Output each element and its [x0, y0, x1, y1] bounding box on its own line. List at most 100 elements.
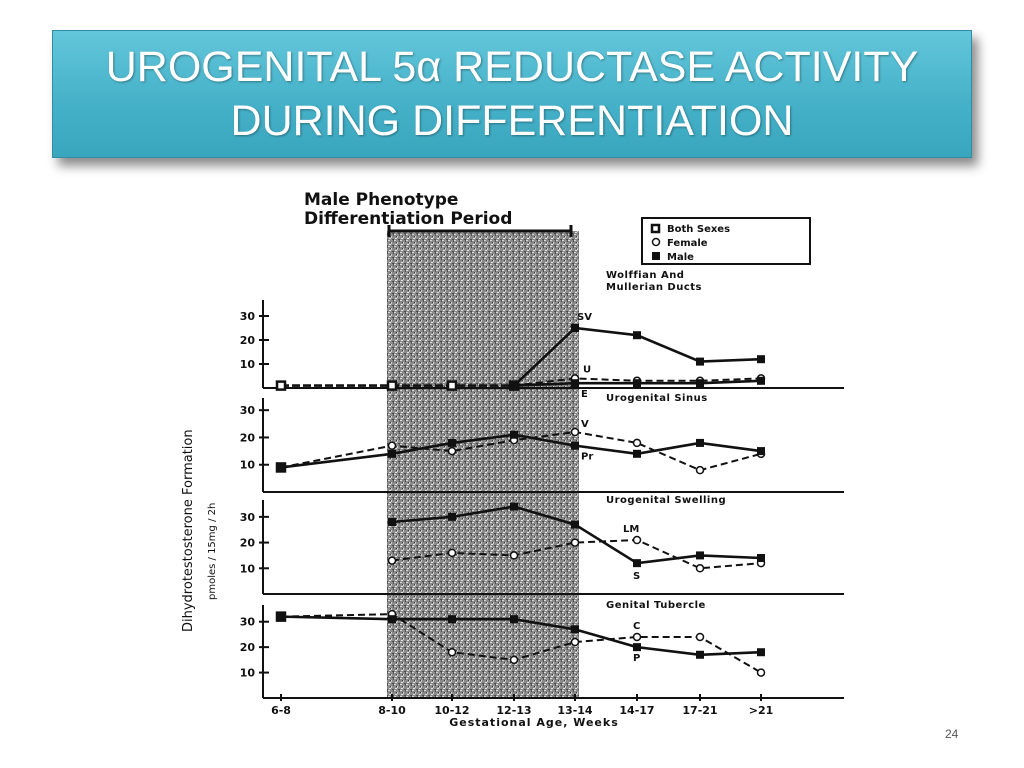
data-point [277, 463, 285, 472]
data-point [633, 643, 641, 652]
x-tick-label: 12-13 [496, 704, 531, 717]
series-line [280, 430, 762, 472]
series-male-S: S [388, 502, 765, 582]
series-label: Pr [581, 452, 593, 463]
series-label: C [633, 621, 640, 632]
series-male-Pr: Pr [277, 430, 765, 472]
x-tick-label: 10-12 [434, 704, 469, 717]
data-point [510, 502, 518, 511]
chart-header-line1: Male Phenotype [304, 190, 458, 210]
data-point [757, 376, 765, 385]
y-axis-label-line2: pmoles / 15mg / 2h [207, 503, 218, 600]
data-point [633, 331, 641, 340]
y-tick-label: 10 [240, 667, 256, 680]
differentiation-period-shading [387, 231, 579, 697]
y-tick-label: 20 [240, 537, 256, 550]
data-point [632, 535, 642, 545]
series-label: LM [623, 524, 639, 535]
y-tick-label: 30 [240, 310, 256, 323]
data-point [388, 615, 396, 624]
series-label: U [583, 364, 591, 375]
data-point [570, 427, 580, 437]
data-point [447, 647, 457, 657]
slide-title: UROGENITAL 5α REDUCTASE ACTIVITY DURING … [106, 40, 919, 148]
slide-title-box: UROGENITAL 5α REDUCTASE ACTIVITY DURING … [52, 30, 972, 158]
legend: Both Sexes Female Male [641, 217, 811, 265]
data-point [277, 612, 285, 621]
data-point [696, 551, 704, 560]
data-point [571, 324, 579, 332]
series-line [280, 615, 762, 657]
y-tick-label: 30 [240, 511, 256, 524]
data-point [275, 380, 287, 391]
panel-4: 10 20 30 Genital Tubercle C P [240, 600, 844, 699]
data-point [387, 556, 397, 565]
data-point [695, 632, 705, 642]
x-tick-label: 17-21 [682, 704, 717, 717]
y-tick-label: 10 [240, 562, 256, 575]
y-tick-label: 30 [240, 404, 256, 417]
data-point [570, 538, 580, 547]
data-point [633, 449, 641, 458]
data-point [509, 655, 519, 665]
series-label: E [581, 389, 588, 400]
data-point [633, 559, 641, 568]
data-point [571, 441, 579, 450]
data-point [570, 637, 580, 647]
data-point [632, 632, 642, 642]
panel-title: Urogenital Sinus [606, 393, 708, 404]
series-label: V [581, 419, 589, 430]
x-tick-label: 13-14 [557, 704, 593, 717]
panel-title: Urogenital Swelling [606, 495, 726, 506]
data-point [447, 446, 457, 456]
y-tick-label: 10 [240, 358, 256, 371]
data-point [696, 650, 704, 659]
x-tick-label: >21 [749, 704, 774, 717]
series-male-E: E [510, 376, 765, 400]
chart-header-line2: Differentiation Period [304, 209, 512, 229]
legend-label-male: Male [667, 252, 694, 263]
data-point [632, 438, 642, 448]
legend-label-female: Female [667, 238, 708, 249]
data-point [510, 381, 518, 390]
legend-marker-female-icon [651, 237, 661, 247]
y-tick-label: 20 [240, 334, 256, 347]
data-point [510, 430, 518, 439]
series-label: S [633, 571, 640, 582]
y-tick-label: 30 [240, 616, 256, 629]
series-female-LM: LM [387, 524, 766, 573]
data-point [510, 615, 518, 624]
data-point [509, 551, 519, 560]
series-male-P: P [277, 612, 765, 664]
legend-box [641, 217, 811, 265]
x-tick-label: 6-8 [271, 704, 291, 717]
series-label: P [633, 653, 640, 664]
data-point [388, 518, 396, 526]
data-point [757, 554, 765, 562]
data-point [696, 379, 704, 388]
panel-title: Genital Tubercle [606, 600, 706, 611]
data-point [757, 355, 765, 364]
x-tick-label: 14-17 [619, 704, 654, 717]
legend-label-both: Both Sexes [667, 224, 730, 235]
series-line [280, 433, 762, 469]
x-axis-label: Gestational Age, Weeks [449, 716, 619, 729]
data-point [695, 564, 705, 573]
data-point [448, 615, 456, 624]
data-point [633, 379, 641, 388]
series-label: SV [577, 312, 592, 323]
y-axis-label-line1: Dihydrotestosterone Formation [181, 429, 196, 632]
data-point [757, 648, 765, 657]
panel-title: Wolffian And [606, 270, 684, 281]
data-point [756, 668, 766, 677]
data-point [448, 438, 456, 447]
data-point [388, 449, 396, 458]
data-point [695, 465, 705, 475]
differentiation-period-bracket [387, 225, 573, 237]
data-point [696, 357, 704, 366]
slide-number: 24 [945, 727, 959, 741]
data-point [387, 441, 397, 450]
y-tick-label: 10 [240, 459, 256, 472]
